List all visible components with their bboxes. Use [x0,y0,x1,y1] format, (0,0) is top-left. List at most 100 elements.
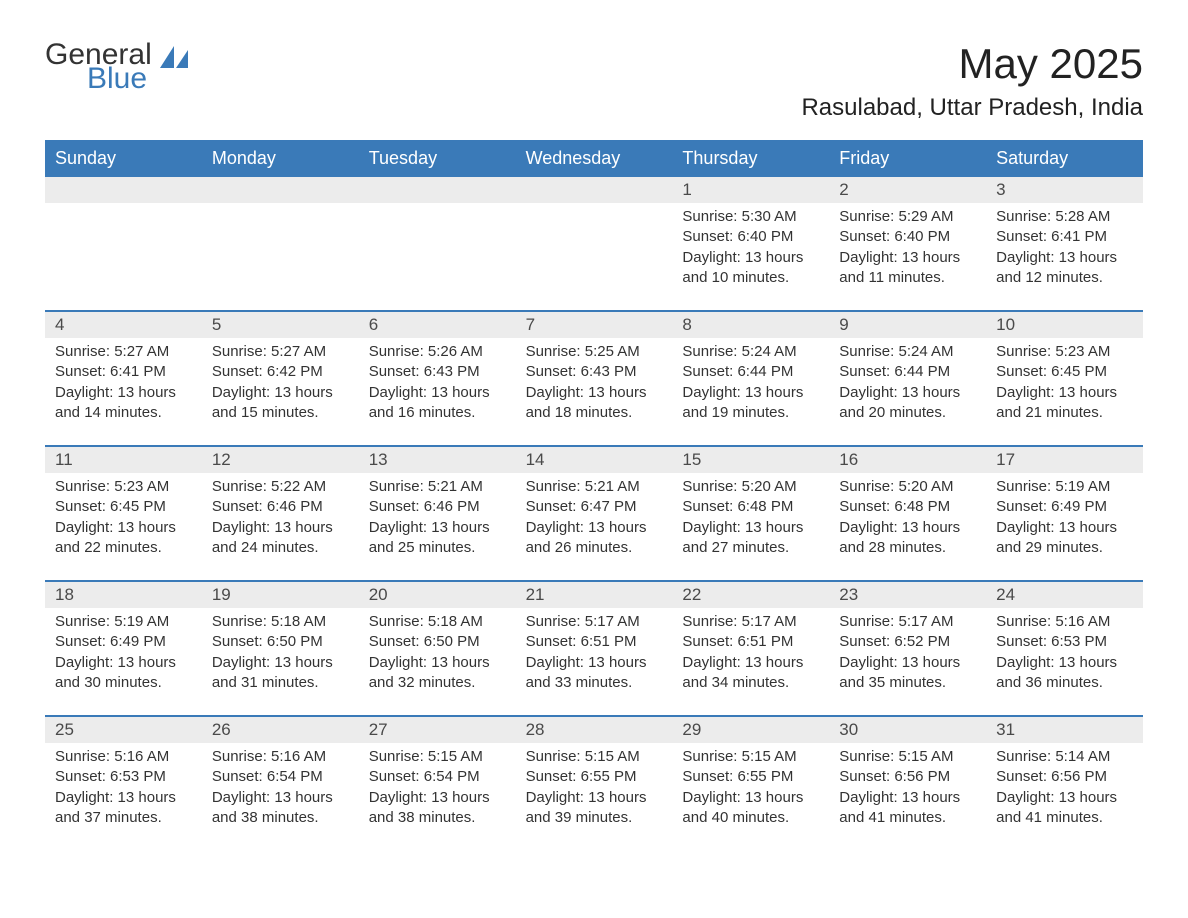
day-24: 24Sunrise: 5:16 AMSunset: 6:53 PMDayligh… [986,582,1143,715]
day-number: 3 [986,177,1143,203]
sunset-line: Sunset: 6:51 PM [682,632,819,652]
logo-text: General Blue [45,40,188,94]
sunset-line: Sunset: 6:48 PM [682,497,819,517]
day-13: 13Sunrise: 5:21 AMSunset: 6:46 PMDayligh… [359,447,516,580]
sunset-line: Sunset: 6:40 PM [682,227,819,247]
day-number: 12 [202,447,359,473]
daylight-line: Daylight: 13 hours and 24 minutes. [212,518,349,559]
dow-tuesday: Tuesday [359,140,516,177]
daylight-line: Daylight: 13 hours and 28 minutes. [839,518,976,559]
day-details: Sunrise: 5:16 AMSunset: 6:53 PMDaylight:… [45,743,202,828]
day-empty: . [202,177,359,310]
day-details: Sunrise: 5:15 AMSunset: 6:55 PMDaylight:… [516,743,673,828]
day-5: 5Sunrise: 5:27 AMSunset: 6:42 PMDaylight… [202,312,359,445]
day-number: 15 [672,447,829,473]
daylight-line: Daylight: 13 hours and 22 minutes. [55,518,192,559]
day-details: Sunrise: 5:27 AMSunset: 6:42 PMDaylight:… [202,338,359,423]
day-number: 28 [516,717,673,743]
day-details: Sunrise: 5:23 AMSunset: 6:45 PMDaylight:… [986,338,1143,423]
daylight-line: Daylight: 13 hours and 32 minutes. [369,653,506,694]
day-4: 4Sunrise: 5:27 AMSunset: 6:41 PMDaylight… [45,312,202,445]
day-10: 10Sunrise: 5:23 AMSunset: 6:45 PMDayligh… [986,312,1143,445]
week-row: 18Sunrise: 5:19 AMSunset: 6:49 PMDayligh… [45,580,1143,715]
daylight-line: Daylight: 13 hours and 30 minutes. [55,653,192,694]
day-number: 5 [202,312,359,338]
sunset-line: Sunset: 6:44 PM [839,362,976,382]
daylight-line: Daylight: 13 hours and 40 minutes. [682,788,819,829]
day-details: Sunrise: 5:30 AMSunset: 6:40 PMDaylight:… [672,203,829,288]
week-row: 4Sunrise: 5:27 AMSunset: 6:41 PMDaylight… [45,310,1143,445]
day-number: 17 [986,447,1143,473]
day-31: 31Sunrise: 5:14 AMSunset: 6:56 PMDayligh… [986,717,1143,850]
day-details: Sunrise: 5:17 AMSunset: 6:51 PMDaylight:… [672,608,829,693]
daylight-line: Daylight: 13 hours and 19 minutes. [682,383,819,424]
day-29: 29Sunrise: 5:15 AMSunset: 6:55 PMDayligh… [672,717,829,850]
day-number: 26 [202,717,359,743]
sunset-line: Sunset: 6:56 PM [839,767,976,787]
day-27: 27Sunrise: 5:15 AMSunset: 6:54 PMDayligh… [359,717,516,850]
day-9: 9Sunrise: 5:24 AMSunset: 6:44 PMDaylight… [829,312,986,445]
logo-text-blue: Blue [87,64,188,94]
day-number: 1 [672,177,829,203]
day-details: Sunrise: 5:20 AMSunset: 6:48 PMDaylight:… [829,473,986,558]
sunset-line: Sunset: 6:43 PM [369,362,506,382]
sunset-line: Sunset: 6:55 PM [682,767,819,787]
sunrise-line: Sunrise: 5:27 AM [212,342,349,362]
sunrise-line: Sunrise: 5:21 AM [526,477,663,497]
day-details: Sunrise: 5:17 AMSunset: 6:51 PMDaylight:… [516,608,673,693]
sunrise-line: Sunrise: 5:27 AM [55,342,192,362]
daylight-line: Daylight: 13 hours and 33 minutes. [526,653,663,694]
day-details: Sunrise: 5:18 AMSunset: 6:50 PMDaylight:… [359,608,516,693]
day-number: 19 [202,582,359,608]
daylight-line: Daylight: 13 hours and 18 minutes. [526,383,663,424]
sunset-line: Sunset: 6:52 PM [839,632,976,652]
daylight-line: Daylight: 13 hours and 29 minutes. [996,518,1133,559]
daylight-line: Daylight: 13 hours and 15 minutes. [212,383,349,424]
logo: General Blue [45,40,188,94]
sunset-line: Sunset: 6:54 PM [369,767,506,787]
sunset-line: Sunset: 6:55 PM [526,767,663,787]
daylight-line: Daylight: 13 hours and 35 minutes. [839,653,976,694]
day-25: 25Sunrise: 5:16 AMSunset: 6:53 PMDayligh… [45,717,202,850]
calendar: SundayMondayTuesdayWednesdayThursdayFrid… [45,140,1143,850]
sunset-line: Sunset: 6:45 PM [55,497,192,517]
day-number: 24 [986,582,1143,608]
sunset-line: Sunset: 6:50 PM [369,632,506,652]
sunrise-line: Sunrise: 5:15 AM [526,747,663,767]
sunrise-line: Sunrise: 5:15 AM [682,747,819,767]
daylight-line: Daylight: 13 hours and 10 minutes. [682,248,819,289]
day-number: 18 [45,582,202,608]
location: Rasulabad, Uttar Pradesh, India [801,94,1143,122]
day-number: 4 [45,312,202,338]
sunset-line: Sunset: 6:41 PM [996,227,1133,247]
day-number: 21 [516,582,673,608]
daylight-line: Daylight: 13 hours and 21 minutes. [996,383,1133,424]
sunrise-line: Sunrise: 5:20 AM [839,477,976,497]
dow-sunday: Sunday [45,140,202,177]
day-number: 20 [359,582,516,608]
daylight-line: Daylight: 13 hours and 14 minutes. [55,383,192,424]
daylight-line: Daylight: 13 hours and 41 minutes. [996,788,1133,829]
daylight-line: Daylight: 13 hours and 31 minutes. [212,653,349,694]
sunrise-line: Sunrise: 5:18 AM [369,612,506,632]
sunset-line: Sunset: 6:45 PM [996,362,1133,382]
day-30: 30Sunrise: 5:15 AMSunset: 6:56 PMDayligh… [829,717,986,850]
sunrise-line: Sunrise: 5:17 AM [682,612,819,632]
daylight-line: Daylight: 13 hours and 25 minutes. [369,518,506,559]
sunrise-line: Sunrise: 5:29 AM [839,207,976,227]
day-26: 26Sunrise: 5:16 AMSunset: 6:54 PMDayligh… [202,717,359,850]
day-number: 23 [829,582,986,608]
sunset-line: Sunset: 6:42 PM [212,362,349,382]
day-empty: . [359,177,516,310]
daylight-line: Daylight: 13 hours and 20 minutes. [839,383,976,424]
sunset-line: Sunset: 6:51 PM [526,632,663,652]
day-11: 11Sunrise: 5:23 AMSunset: 6:45 PMDayligh… [45,447,202,580]
sunrise-line: Sunrise: 5:26 AM [369,342,506,362]
sunrise-line: Sunrise: 5:16 AM [55,747,192,767]
dow-row: SundayMondayTuesdayWednesdayThursdayFrid… [45,140,1143,177]
day-number: 14 [516,447,673,473]
sunrise-line: Sunrise: 5:30 AM [682,207,819,227]
day-number: 10 [986,312,1143,338]
day-23: 23Sunrise: 5:17 AMSunset: 6:52 PMDayligh… [829,582,986,715]
day-15: 15Sunrise: 5:20 AMSunset: 6:48 PMDayligh… [672,447,829,580]
